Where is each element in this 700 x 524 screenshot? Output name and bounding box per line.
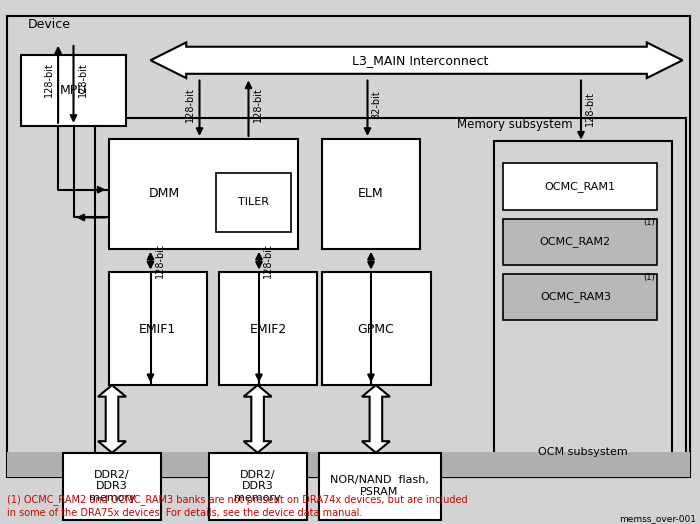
Text: OCMC_RAM3: OCMC_RAM3 bbox=[540, 291, 611, 302]
Text: DDR2/
DDR3
memory: DDR2/ DDR3 memory bbox=[234, 470, 281, 503]
Bar bbox=[503, 219, 657, 265]
Polygon shape bbox=[362, 385, 390, 453]
Bar bbox=[108, 272, 206, 385]
Text: ELM: ELM bbox=[358, 188, 384, 200]
Text: Memory subsystem: Memory subsystem bbox=[456, 118, 573, 131]
Text: 128-bit: 128-bit bbox=[585, 91, 595, 126]
Text: MPU: MPU bbox=[60, 84, 88, 97]
Bar bbox=[494, 141, 672, 464]
Bar bbox=[318, 453, 441, 520]
Text: NOR/NAND  flash,
PSRAM: NOR/NAND flash, PSRAM bbox=[330, 475, 429, 497]
Text: OCMC_RAM1: OCMC_RAM1 bbox=[544, 181, 615, 192]
Bar bbox=[209, 453, 307, 520]
Text: OCMC_RAM2: OCMC_RAM2 bbox=[540, 236, 611, 247]
Bar bbox=[322, 272, 430, 385]
Bar bbox=[94, 118, 686, 477]
Bar bbox=[7, 452, 690, 477]
Text: EMIF2: EMIF2 bbox=[249, 323, 287, 335]
Text: 128-bit: 128-bit bbox=[253, 88, 262, 122]
Text: 128-bit: 128-bit bbox=[186, 88, 195, 122]
Bar bbox=[63, 453, 161, 520]
Bar bbox=[108, 139, 298, 249]
Text: DDR2/
DDR3
memory: DDR2/ DDR3 memory bbox=[89, 470, 135, 503]
Text: OCM subsystem: OCM subsystem bbox=[538, 447, 627, 457]
Polygon shape bbox=[98, 385, 126, 453]
Bar bbox=[503, 274, 657, 320]
Polygon shape bbox=[150, 42, 682, 78]
Text: 128-bit: 128-bit bbox=[155, 244, 164, 278]
Text: 128-bit: 128-bit bbox=[78, 62, 88, 97]
Bar bbox=[219, 272, 317, 385]
Text: TILER: TILER bbox=[238, 197, 269, 208]
Text: L3_MAIN Interconnect: L3_MAIN Interconnect bbox=[352, 54, 488, 67]
Bar bbox=[7, 16, 690, 477]
Text: in some of the DRA75x devices. For details, see the device data manual.: in some of the DRA75x devices. For detai… bbox=[7, 508, 363, 518]
Text: GPMC: GPMC bbox=[358, 323, 394, 335]
Bar bbox=[322, 139, 420, 249]
Text: DMM: DMM bbox=[149, 188, 180, 200]
Polygon shape bbox=[244, 385, 272, 453]
Bar bbox=[21, 55, 126, 126]
Text: (1): (1) bbox=[643, 218, 655, 227]
Text: (1) OCMC_RAM2 and OCMC_RAM3 banks are not present on DRA74x devices, but are inc: (1) OCMC_RAM2 and OCMC_RAM3 banks are no… bbox=[7, 494, 468, 505]
Text: 128-bit: 128-bit bbox=[44, 62, 54, 97]
Text: (1): (1) bbox=[643, 273, 655, 282]
Text: memss_over-001: memss_over-001 bbox=[620, 514, 696, 523]
Bar bbox=[503, 163, 657, 210]
Text: 32-bit: 32-bit bbox=[372, 91, 382, 119]
Text: Device: Device bbox=[28, 18, 71, 31]
Text: EMIF1: EMIF1 bbox=[139, 323, 176, 335]
Text: 128-bit: 128-bit bbox=[263, 244, 273, 278]
Bar bbox=[216, 173, 291, 232]
